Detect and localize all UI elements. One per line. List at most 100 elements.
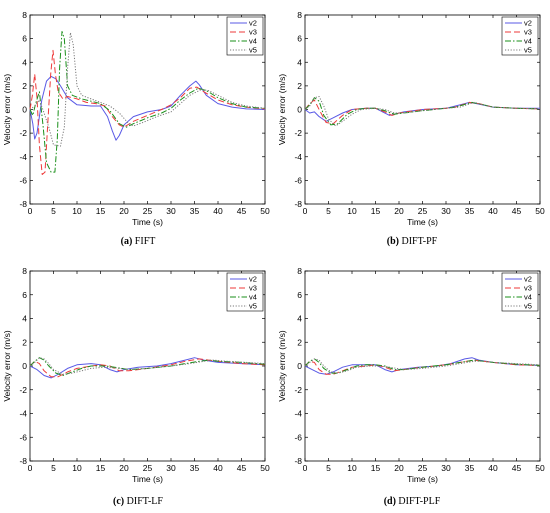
legend-label-v5: v5 bbox=[524, 46, 532, 55]
y-tick-label: -6 bbox=[294, 175, 302, 185]
x-tick-label: 40 bbox=[488, 463, 498, 473]
y-tick-label: 4 bbox=[297, 57, 302, 67]
y-tick-label: 6 bbox=[297, 34, 302, 44]
y-tick-label: -2 bbox=[294, 385, 302, 395]
x-tick-label: 5 bbox=[326, 463, 331, 473]
series-line-v3 bbox=[29, 358, 266, 378]
x-tick-label: 0 bbox=[303, 206, 308, 216]
y-tick-label: -6 bbox=[19, 432, 27, 442]
caption-d-name: DIFT-PLF bbox=[398, 496, 441, 507]
y-tick-label: 2 bbox=[297, 81, 302, 91]
y-axis-label: Velocity error (m/s) bbox=[277, 330, 287, 401]
caption-a-tag: (a) bbox=[120, 236, 133, 247]
y-tick-label: -8 bbox=[19, 199, 27, 209]
x-tick-label: 40 bbox=[213, 463, 223, 473]
x-tick-label: 20 bbox=[119, 206, 129, 216]
x-tick-label: 0 bbox=[28, 463, 33, 473]
y-tick-label: -4 bbox=[19, 409, 27, 419]
y-tick-label: 8 bbox=[297, 266, 302, 276]
legend-label-v2: v2 bbox=[249, 19, 257, 28]
legend-label-v3: v3 bbox=[524, 284, 532, 293]
x-tick-label: 35 bbox=[190, 206, 200, 216]
x-tick-label: 45 bbox=[512, 206, 522, 216]
caption-b-name: DIFT-PF bbox=[401, 236, 438, 247]
legend-label-v2: v2 bbox=[524, 19, 532, 28]
x-axis-label: Time (s) bbox=[407, 474, 438, 484]
x-tick-label: 30 bbox=[441, 463, 451, 473]
y-tick-label: -8 bbox=[294, 456, 302, 466]
series-line-v3 bbox=[304, 99, 541, 125]
y-axis-label: Velocity error (m/s) bbox=[2, 330, 12, 401]
x-tick-label: 40 bbox=[213, 206, 223, 216]
y-tick-label: 4 bbox=[22, 314, 27, 324]
x-tick-label: 20 bbox=[119, 463, 129, 473]
legend-label-v3: v3 bbox=[249, 28, 257, 37]
series-line-v5 bbox=[304, 358, 541, 374]
x-tick-label: 0 bbox=[28, 206, 33, 216]
y-tick-label: 8 bbox=[297, 10, 302, 20]
y-tick-label: -4 bbox=[294, 409, 302, 419]
legend-label-v2: v2 bbox=[524, 275, 532, 284]
x-tick-label: 50 bbox=[535, 206, 545, 216]
plot-frame-a bbox=[29, 14, 266, 205]
chart-d: 0 5 10 15 20 25 30 35 40 45 50 -8 -6 -4 -2 0 2 4 6 8 Time (s… bbox=[277, 266, 545, 484]
y-tick-label: -2 bbox=[19, 128, 27, 138]
x-tick-label: 45 bbox=[512, 463, 522, 473]
caption-c-name: DIFT-LF bbox=[126, 496, 163, 507]
x-tick-label: 10 bbox=[72, 206, 82, 216]
caption-b-tag: (b) bbox=[386, 236, 399, 247]
plot-frame-c bbox=[29, 270, 266, 462]
legend-label-v3: v3 bbox=[249, 284, 257, 293]
legend-label-v2: v2 bbox=[249, 275, 257, 284]
caption-d-tag: (d) bbox=[383, 496, 396, 507]
y-tick-label: 2 bbox=[22, 81, 27, 91]
legend-label-v5: v5 bbox=[249, 302, 257, 311]
y-tick-label: -8 bbox=[294, 199, 302, 209]
caption-b: (b) DIFT-PF bbox=[282, 236, 542, 247]
chart-c: 0 5 10 15 20 25 30 35 40 45 50 -8 -6 -4 -2 0 2 4 6 8 Time (s… bbox=[2, 266, 270, 484]
y-tick-label: -2 bbox=[19, 385, 27, 395]
chart-a: 0 5 10 15 20 25 30 35 40 45 50 -8 -6 -4 -2 0 2 4 6 8 Time (s… bbox=[2, 10, 270, 227]
series-line-v2 bbox=[29, 75, 266, 141]
x-tick-label: 15 bbox=[371, 463, 381, 473]
caption-a: (a) FIFT bbox=[8, 236, 268, 247]
y-tick-label: 2 bbox=[297, 337, 302, 347]
x-tick-label: 35 bbox=[465, 463, 475, 473]
series-line-v3 bbox=[304, 359, 541, 375]
x-tick-label: 10 bbox=[347, 463, 357, 473]
x-tick-label: 45 bbox=[237, 206, 247, 216]
series-line-v3 bbox=[29, 49, 266, 175]
y-tick-label: 2 bbox=[22, 337, 27, 347]
y-tick-label: 6 bbox=[22, 34, 27, 44]
y-tick-label: -8 bbox=[19, 456, 27, 466]
y-tick-label: 0 bbox=[22, 361, 27, 371]
x-tick-label: 5 bbox=[51, 463, 56, 473]
series-line-v4 bbox=[29, 357, 266, 376]
caption-c-tag: (c) bbox=[113, 496, 125, 507]
x-tick-label: 10 bbox=[72, 463, 82, 473]
legend-label-v4: v4 bbox=[249, 293, 257, 302]
x-tick-label: 25 bbox=[418, 206, 428, 216]
x-tick-label: 45 bbox=[237, 463, 247, 473]
y-tick-label: 4 bbox=[22, 57, 27, 67]
x-tick-label: 15 bbox=[96, 463, 106, 473]
x-tick-label: 30 bbox=[441, 206, 451, 216]
x-tick-label: 50 bbox=[260, 206, 270, 216]
y-tick-label: 4 bbox=[297, 314, 302, 324]
caption-c: (c) DIFT-LF bbox=[8, 496, 268, 507]
x-axis-label: Time (s) bbox=[407, 217, 438, 227]
y-tick-label: -2 bbox=[294, 128, 302, 138]
x-tick-label: 20 bbox=[394, 206, 404, 216]
y-axis-label: Velocity error (m/s) bbox=[277, 74, 287, 145]
legend-label-v4: v4 bbox=[524, 293, 532, 302]
chart-b: 0 5 10 15 20 25 30 35 40 45 50 -8 -6 -4 -2 0 2 4 6 8 Time (s… bbox=[277, 10, 545, 227]
caption-d: (d) DIFT-PLF bbox=[282, 496, 542, 507]
y-tick-label: 8 bbox=[22, 266, 27, 276]
series-line-v4 bbox=[304, 358, 541, 374]
x-tick-label: 30 bbox=[166, 206, 176, 216]
legend-label-v5: v5 bbox=[524, 302, 532, 311]
